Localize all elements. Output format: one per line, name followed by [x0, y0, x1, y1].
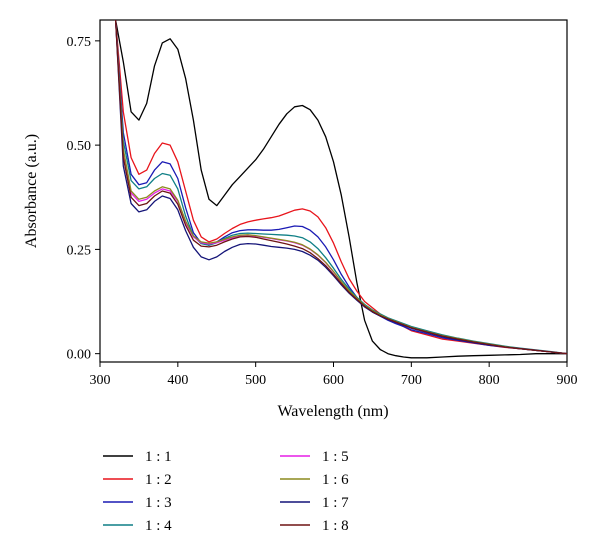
- legend-label-8: 1 : 8: [322, 518, 349, 534]
- legend-label-2: 1 : 2: [145, 472, 172, 488]
- legend-label-7: 1 : 7: [322, 495, 349, 511]
- y-tick-label-0.50: 0.50: [67, 139, 92, 154]
- legend-label-6: 1 : 6: [322, 472, 349, 488]
- legend-label-4: 1 : 4: [145, 518, 172, 534]
- x-tick-label-700: 700: [401, 373, 422, 388]
- series-lines: [114, 20, 567, 359]
- series-line-3: [114, 20, 567, 355]
- y-tick-label-0.75: 0.75: [67, 35, 92, 50]
- x-tick-label-300: 300: [90, 373, 111, 388]
- x-tick-label-600: 600: [323, 373, 344, 388]
- series-line-1: [114, 20, 567, 359]
- y-tick-label-0.25: 0.25: [67, 243, 92, 258]
- x-axis-label: Wavelength (nm): [277, 403, 388, 420]
- y-axis-label: Absorbance (a.u.): [23, 134, 40, 248]
- y-tick-label-0.00: 0.00: [67, 348, 92, 363]
- series-line-4: [114, 20, 567, 355]
- legend-label-1: 1 : 1: [145, 449, 172, 465]
- series-line-2: [114, 20, 567, 355]
- axis-ticks: 300 400 500 600 700 800 900 0.00 0.25 0.50 0.75: [67, 35, 578, 388]
- legend-label-3: 1 : 3: [145, 495, 172, 511]
- series-line-8: [114, 20, 567, 355]
- legend: 1 : 1 1 : 2 1 : 3 1 : 4 1 : 5 1 : 6 1 : 7 1 : 8: [103, 449, 349, 534]
- x-tick-label-500: 500: [245, 373, 266, 388]
- legend-label-5: 1 : 5: [322, 449, 349, 465]
- x-tick-label-800: 800: [479, 373, 500, 388]
- x-tick-label-900: 900: [557, 373, 578, 388]
- x-tick-label-400: 400: [167, 373, 188, 388]
